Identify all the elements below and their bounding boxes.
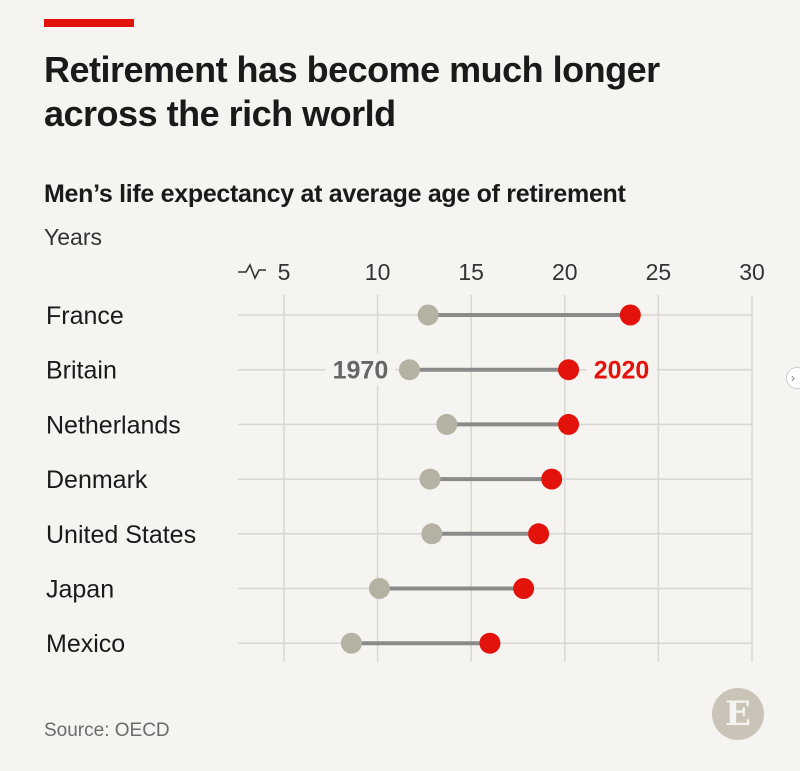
source-note: Source: OECD bbox=[44, 720, 170, 741]
point-1970 bbox=[417, 304, 439, 326]
x-tick-label: 10 bbox=[365, 259, 391, 285]
x-tick-label: 15 bbox=[458, 259, 484, 285]
series-label-2020: 2020 bbox=[594, 357, 650, 385]
point-1970 bbox=[368, 578, 390, 599]
point-1970 bbox=[398, 359, 420, 381]
point-2020 bbox=[479, 632, 501, 654]
point-2020 bbox=[558, 413, 580, 435]
axis-break-icon bbox=[238, 263, 266, 280]
category-label: Japan bbox=[46, 576, 114, 604]
point-2020 bbox=[558, 359, 580, 381]
point-2020 bbox=[541, 468, 563, 490]
point-2020 bbox=[528, 523, 550, 545]
category-label: Mexico bbox=[46, 630, 125, 658]
category-label: United States bbox=[46, 521, 196, 549]
category-label: France bbox=[46, 302, 124, 330]
annotation-bg bbox=[325, 353, 396, 386]
x-tick-label: 25 bbox=[646, 259, 672, 285]
point-1970 bbox=[340, 632, 362, 654]
point-1970 bbox=[436, 413, 458, 435]
chevron-right-icon[interactable]: › bbox=[786, 367, 800, 389]
annotation-bg bbox=[586, 353, 657, 386]
x-tick-label: 30 bbox=[739, 259, 765, 285]
point-1970 bbox=[419, 468, 441, 490]
dumbbell-chart: 5 10 15 20 25 30 France Britain Netherlands Denma… bbox=[46, 259, 765, 662]
x-tick-label: 5 bbox=[278, 259, 291, 285]
series-label-1970: 1970 bbox=[333, 357, 389, 385]
brand-red-bar bbox=[44, 19, 134, 27]
unit-label: Years bbox=[44, 224, 102, 250]
point-2020 bbox=[513, 578, 535, 599]
category-label: Netherlands bbox=[46, 411, 181, 439]
x-tick-label: 20 bbox=[552, 259, 578, 285]
point-1970 bbox=[421, 523, 443, 545]
category-label: Britain bbox=[46, 357, 117, 385]
chart-subtitle: Men’s life expectancy at average age of … bbox=[44, 180, 626, 208]
point-2020 bbox=[619, 304, 641, 326]
chart-title: Retirement has become much longer across… bbox=[44, 49, 660, 134]
economist-logo-icon: E bbox=[712, 688, 764, 740]
category-label: Denmark bbox=[46, 466, 148, 494]
